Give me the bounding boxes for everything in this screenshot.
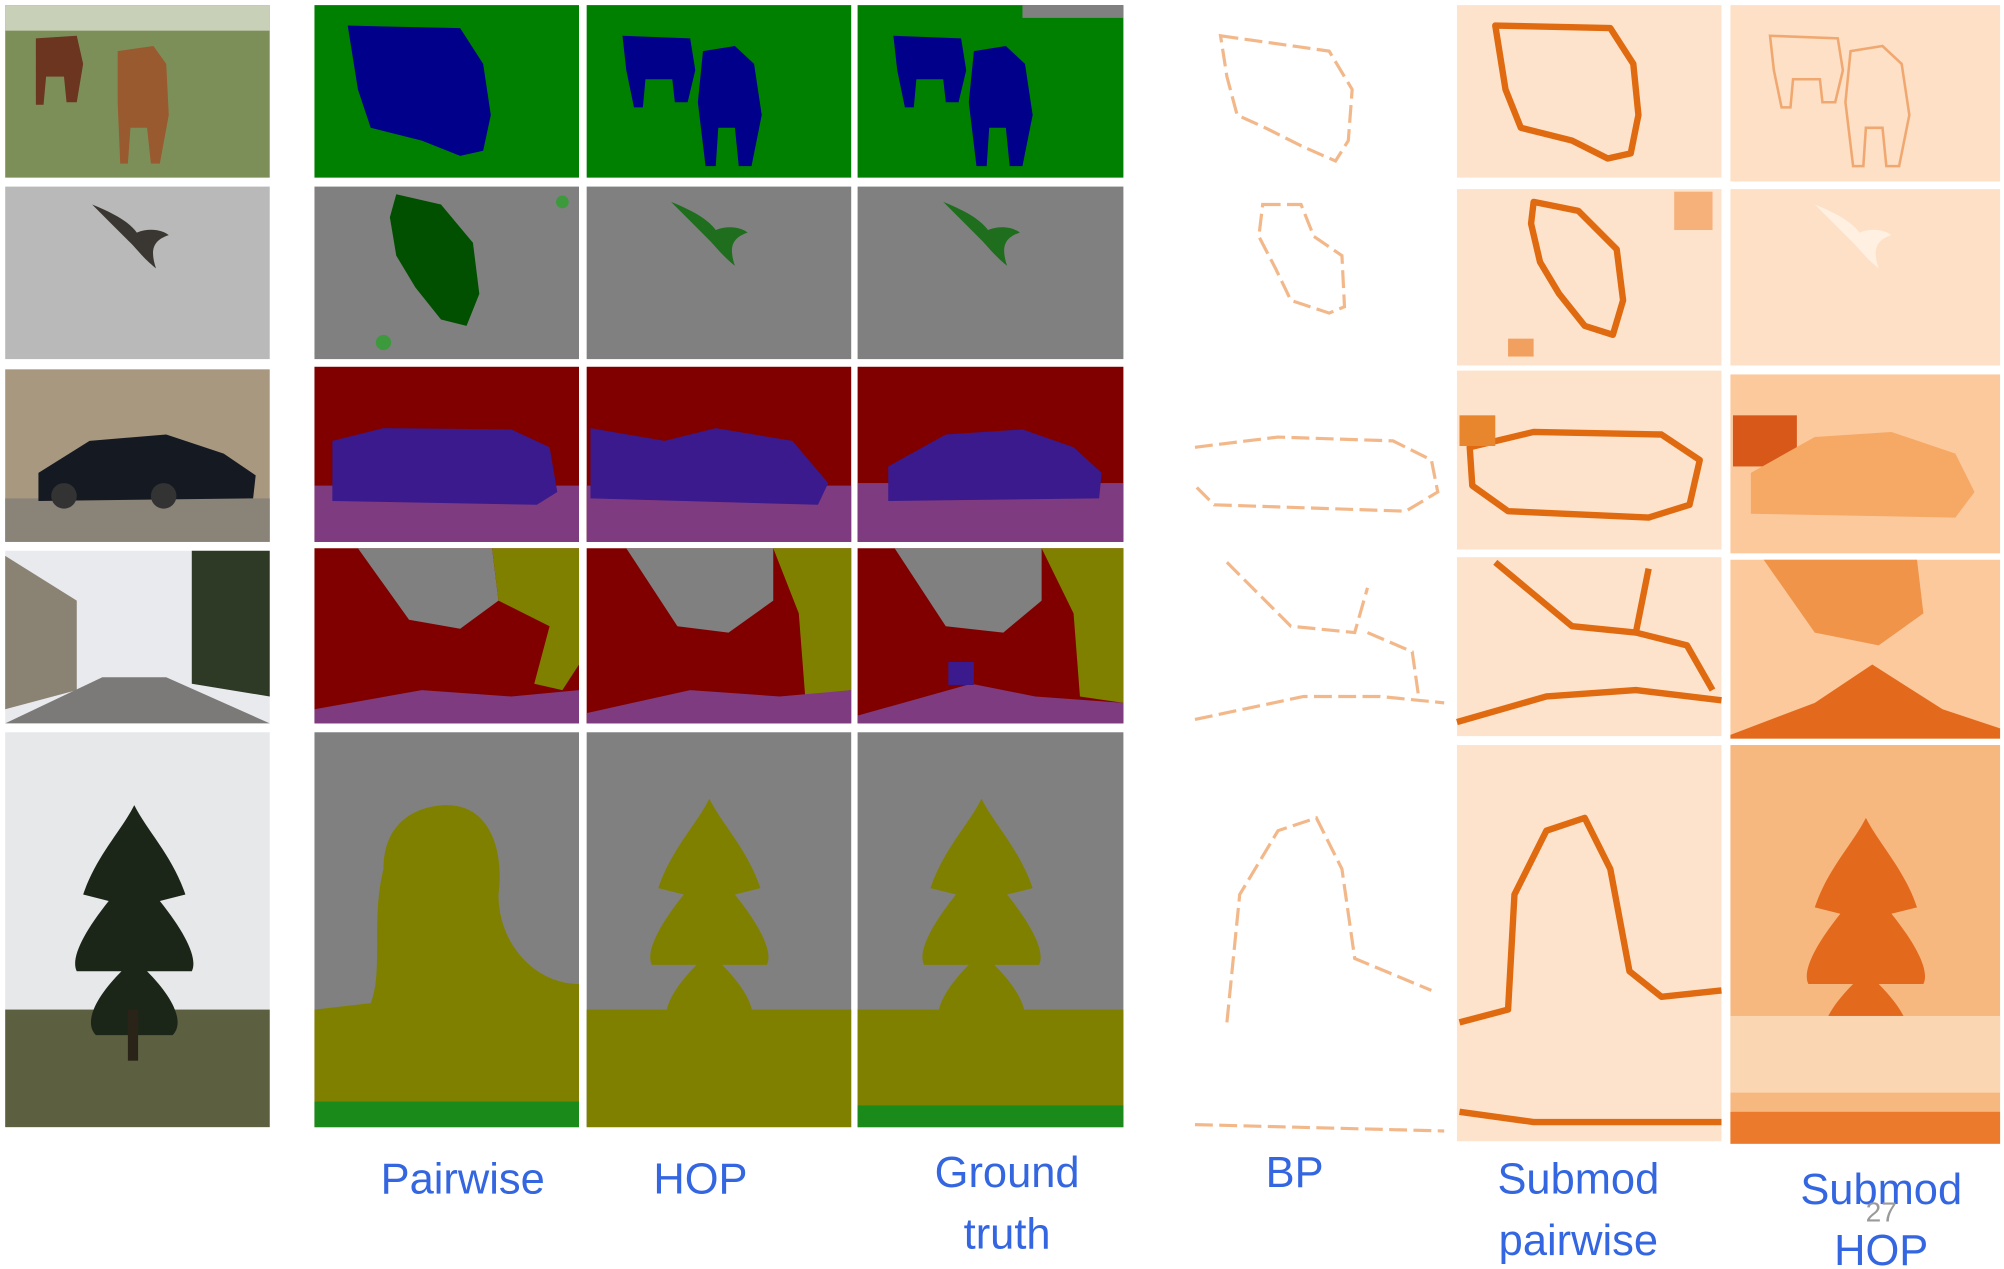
bp-5 [1195, 818, 1444, 1131]
submod-pairwise-5 [1457, 745, 1722, 1141]
submod-hop-4 [1730, 560, 2000, 739]
photo-tree [5, 732, 270, 1127]
bp-3 [1195, 437, 1438, 511]
column-label: HOP [653, 1156, 747, 1204]
submod-pairwise-4 [1457, 557, 1722, 736]
column-label: pairwise [1499, 1217, 1658, 1265]
seg-pairwise-1 [314, 5, 579, 178]
seg-ground-truth-3 [858, 367, 1124, 542]
column-label: HOP [1834, 1227, 1928, 1269]
submod-pairwise-1 [1457, 5, 1722, 178]
seg-hop-4 [587, 548, 852, 723]
photo-cows [5, 5, 270, 178]
seg-hop-3 [587, 367, 852, 542]
seg-ground-truth-4 [858, 548, 1124, 723]
column-label: Ground [935, 1149, 1080, 1197]
column-label: Pairwise [381, 1156, 545, 1204]
submod-pairwise-2 [1457, 189, 1722, 365]
seg-pairwise-5 [314, 732, 579, 1127]
column-label: BP [1266, 1149, 1324, 1197]
photo-street [5, 551, 270, 724]
seg-ground-truth-1 [858, 5, 1124, 178]
seg-pairwise-3 [314, 367, 579, 542]
column-label: truth [964, 1211, 1051, 1259]
column-label: Submod [1497, 1156, 1659, 1204]
seg-hop-5 [587, 732, 852, 1127]
submod-hop-1 [1730, 5, 2000, 181]
bp-1 [1221, 36, 1353, 161]
seg-hop-2 [587, 187, 852, 360]
seg-hop-1 [587, 5, 852, 178]
slide: PairwiseHOPGroundtruthBPSubmodpairwiseSu… [0, 0, 2004, 1269]
photo-car [5, 369, 270, 542]
bp-2 [1259, 204, 1345, 313]
submod-pairwise-3 [1457, 371, 1722, 550]
seg-ground-truth-5 [858, 732, 1124, 1127]
seg-ground-truth-2 [858, 187, 1124, 360]
seg-pairwise-2 [314, 187, 579, 360]
submod-hop-3 [1730, 374, 2000, 553]
photo-bird [5, 187, 270, 360]
page-number: 27 [1866, 1197, 1897, 1228]
submod-hop-5 [1730, 745, 2000, 1144]
seg-pairwise-4 [314, 548, 579, 723]
submod-hop-2 [1730, 189, 2000, 365]
bp-4 [1195, 562, 1444, 719]
